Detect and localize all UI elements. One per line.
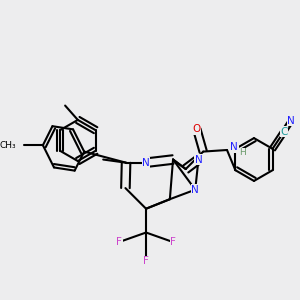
- Text: N: N: [195, 154, 202, 164]
- Text: F: F: [170, 237, 176, 247]
- Text: N: N: [230, 142, 238, 152]
- Text: N: N: [191, 185, 199, 195]
- Text: N: N: [142, 158, 150, 168]
- Text: CH₃: CH₃: [0, 141, 16, 150]
- Text: O: O: [193, 124, 201, 134]
- Text: F: F: [116, 237, 122, 247]
- Text: H: H: [239, 148, 246, 158]
- Text: C: C: [280, 127, 288, 137]
- Text: F: F: [143, 256, 149, 266]
- Text: N: N: [287, 116, 295, 126]
